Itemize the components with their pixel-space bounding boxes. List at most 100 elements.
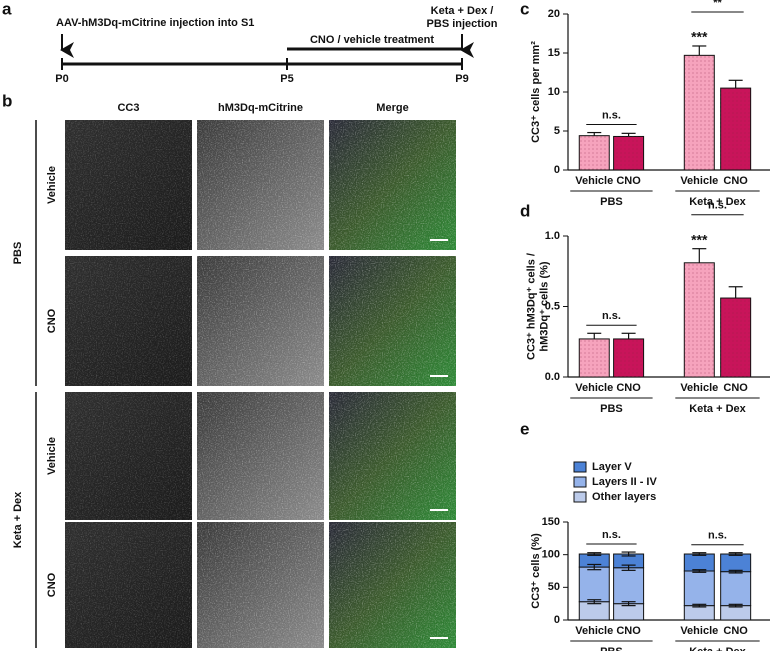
micrograph-texture bbox=[197, 120, 324, 250]
panel-letter: c bbox=[520, 0, 529, 18]
legend-label: Layers II - IV bbox=[592, 476, 657, 488]
legend-swatch bbox=[573, 461, 587, 473]
significance-label: n.s. bbox=[602, 310, 621, 322]
bar-texture bbox=[579, 338, 610, 377]
micrograph-texture bbox=[329, 522, 456, 648]
legend-swatch bbox=[573, 491, 587, 503]
y-tick-label: 1.0 bbox=[545, 230, 560, 242]
y-axis-label: CC3⁺ cells per mm² bbox=[530, 41, 542, 143]
micrograph-texture bbox=[197, 522, 324, 648]
bar-segment bbox=[683, 570, 715, 607]
x-tick-label: Vehicle bbox=[575, 382, 613, 394]
treatment-label: CNO / vehicle treatment bbox=[310, 34, 434, 46]
group-label: PBS bbox=[600, 646, 623, 651]
y-tick-label: 50 bbox=[548, 581, 560, 593]
group-label: PBS bbox=[12, 242, 24, 265]
x-tick-label: CNO bbox=[723, 382, 748, 394]
significance-label: *** bbox=[691, 231, 708, 247]
significance-label: n.s. bbox=[602, 109, 621, 121]
row-label: CNO bbox=[46, 308, 58, 333]
day-label: P5 bbox=[280, 73, 293, 85]
row-label: Vehicle bbox=[46, 437, 58, 475]
bar-segment bbox=[613, 567, 645, 605]
y-axis-label: CC3⁺ cells (%) bbox=[530, 533, 542, 609]
row-label: CNO bbox=[46, 572, 58, 597]
bar-segment bbox=[578, 601, 610, 621]
micrograph-texture bbox=[65, 120, 192, 250]
micrograph-texture bbox=[65, 392, 192, 520]
bar-texture bbox=[684, 55, 715, 171]
y-tick-label: 100 bbox=[542, 549, 560, 561]
x-tick-label: CNO bbox=[616, 175, 641, 187]
timeline: AAV-hM3Dq-mCitrine injection into S1 CNO… bbox=[55, 5, 497, 85]
bar-segment bbox=[683, 553, 715, 572]
bar-segment bbox=[720, 571, 752, 607]
x-tick-label: Vehicle bbox=[680, 625, 718, 637]
x-tick-label: CNO bbox=[616, 382, 641, 394]
y-tick-label: 0.5 bbox=[545, 300, 560, 312]
column-label: CC3 bbox=[117, 102, 139, 114]
y-tick-label: 15 bbox=[548, 47, 560, 59]
bar-segment bbox=[720, 553, 752, 573]
bar-texture bbox=[684, 262, 715, 377]
y-axis-label: CC3⁺ hM3Dq⁺ cells / bbox=[525, 253, 537, 360]
group-label: Keta + Dex bbox=[689, 403, 746, 415]
y-axis-label: hM3Dq⁺ cells (%) bbox=[538, 261, 550, 351]
x-tick-label: CNO bbox=[723, 175, 748, 187]
column-label: Merge bbox=[376, 102, 408, 114]
row-label: Vehicle bbox=[46, 166, 58, 204]
column-label: hM3Dq-mCitrine bbox=[218, 102, 303, 114]
bar-texture bbox=[613, 338, 644, 377]
bar-texture bbox=[579, 135, 610, 170]
significance-label: ** bbox=[713, 0, 722, 9]
injection-label: AAV-hM3Dq-mCitrine injection into S1 bbox=[56, 17, 254, 29]
significance-label: n.s. bbox=[708, 200, 727, 212]
day-label: P0 bbox=[55, 73, 68, 85]
micrograph-texture bbox=[329, 256, 456, 386]
micrograph-texture bbox=[197, 392, 324, 520]
final-label: Keta + Dex / bbox=[431, 5, 494, 17]
y-tick-label: 150 bbox=[542, 516, 560, 528]
y-tick-label: 0 bbox=[554, 614, 560, 626]
legend-label: Layer V bbox=[592, 461, 632, 473]
micrograph-texture bbox=[197, 256, 324, 386]
group-label: PBS bbox=[600, 196, 623, 208]
group-label: PBS bbox=[600, 403, 623, 415]
bar-texture bbox=[720, 88, 751, 170]
x-tick-label: CNO bbox=[723, 625, 748, 637]
significance-label: n.s. bbox=[708, 530, 727, 542]
x-tick-label: Vehicle bbox=[575, 625, 613, 637]
significance-label: n.s. bbox=[602, 529, 621, 541]
legend-swatch bbox=[573, 476, 587, 488]
bar-segment bbox=[720, 605, 752, 621]
bar-segment bbox=[578, 566, 610, 603]
x-tick-label: Vehicle bbox=[680, 175, 718, 187]
panel-letter: d bbox=[520, 201, 530, 220]
micrograph-texture bbox=[329, 120, 456, 250]
y-tick-label: 20 bbox=[548, 8, 560, 20]
group-label: Keta + Dex bbox=[689, 196, 746, 208]
panel-letter: a bbox=[2, 0, 12, 18]
y-tick-label: 10 bbox=[548, 86, 560, 98]
y-tick-label: 0.0 bbox=[545, 371, 560, 383]
bar-texture bbox=[613, 136, 644, 170]
x-tick-label: CNO bbox=[616, 625, 641, 637]
micrograph-texture bbox=[65, 522, 192, 648]
significance-label: *** bbox=[691, 29, 708, 45]
legend-label: Other layers bbox=[592, 491, 656, 503]
micrograph-texture bbox=[65, 256, 192, 386]
panel-letter: b bbox=[2, 91, 12, 110]
final-label: PBS injection bbox=[427, 18, 498, 30]
y-tick-label: 0 bbox=[554, 164, 560, 176]
x-tick-label: Vehicle bbox=[680, 382, 718, 394]
panel-letter: e bbox=[520, 419, 529, 438]
y-tick-label: 5 bbox=[554, 125, 560, 137]
micrograph-texture bbox=[329, 392, 456, 520]
x-tick-label: Vehicle bbox=[575, 175, 613, 187]
day-label: P9 bbox=[455, 73, 468, 85]
group-label: Keta + Dex bbox=[12, 491, 24, 548]
bar-texture bbox=[720, 298, 751, 377]
bar-segment bbox=[683, 605, 715, 621]
group-label: Keta + Dex bbox=[689, 646, 746, 651]
